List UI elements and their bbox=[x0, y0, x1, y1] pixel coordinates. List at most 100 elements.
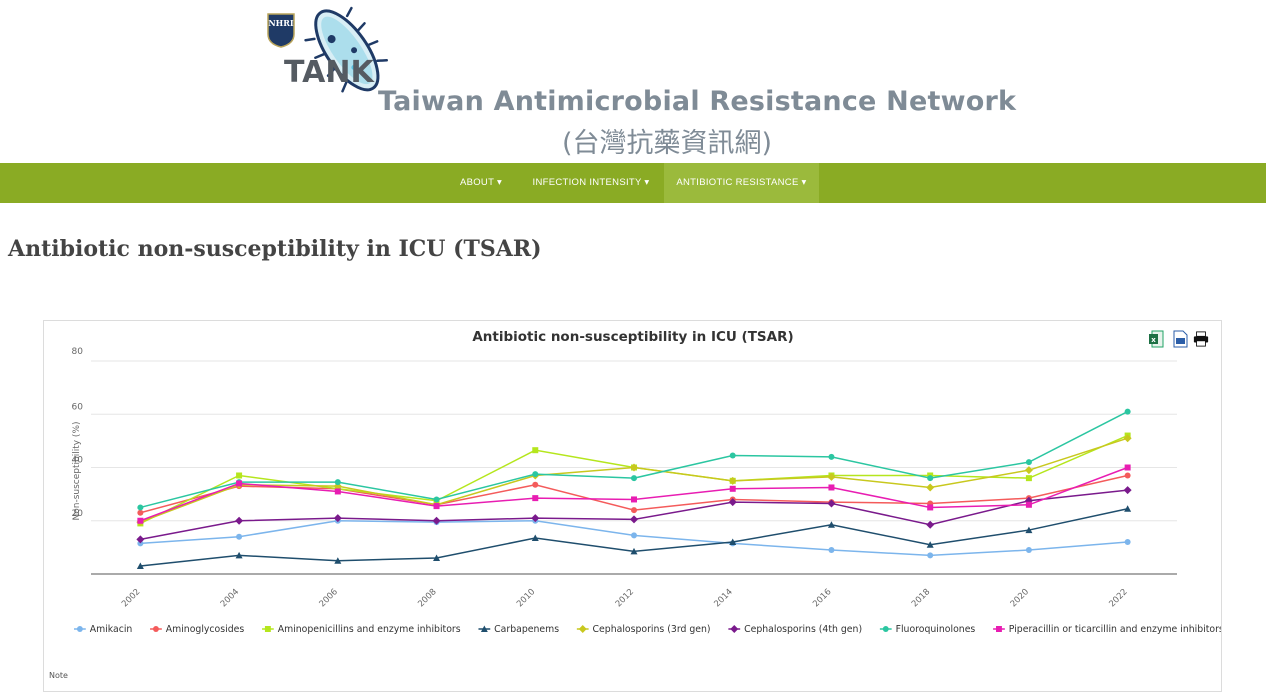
legend-label: Carbapenems bbox=[494, 624, 559, 635]
data-point bbox=[236, 533, 243, 540]
x-tick-label: 2016 bbox=[811, 587, 833, 609]
x-tick-label: 2008 bbox=[416, 587, 438, 609]
main-nav: ABOUT ▾ INFECTION INTENSITY ▾ ANTIBIOTIC… bbox=[0, 163, 1266, 203]
data-point bbox=[1124, 505, 1132, 512]
site-header: NHRI TANK Taiwan Antimicrobial Resistanc… bbox=[0, 0, 1266, 163]
series-group bbox=[137, 517, 1131, 559]
data-point bbox=[730, 625, 739, 633]
nav-about[interactable]: ABOUT ▾ bbox=[459, 177, 503, 188]
data-point bbox=[882, 626, 889, 632]
legend-item[interactable]: Aminoglycosides bbox=[150, 624, 244, 635]
line-chart: Antibiotic non-susceptibility in ICU (TS… bbox=[49, 329, 1221, 680]
nav-antibiotic-resistance[interactable]: ANTIBIOTIC RESISTANCE ▾ bbox=[664, 163, 819, 203]
series-group bbox=[137, 408, 1131, 511]
y-tick-label: 40 bbox=[72, 456, 84, 466]
data-point bbox=[236, 480, 243, 487]
data-point bbox=[631, 507, 637, 514]
data-point bbox=[532, 471, 539, 478]
svg-text:x: x bbox=[1151, 336, 1156, 344]
tank-logo-icon[interactable]: TANK bbox=[280, 2, 410, 112]
nhri-logo-text: NHRI bbox=[268, 18, 294, 28]
data-point bbox=[926, 520, 935, 529]
data-point bbox=[1025, 547, 1032, 554]
data-point bbox=[828, 453, 835, 460]
print-icon[interactable] bbox=[1193, 330, 1209, 348]
data-point bbox=[728, 476, 737, 485]
data-point bbox=[631, 496, 637, 503]
legend-label: Cephalosporins (4th gen) bbox=[744, 624, 862, 635]
data-point bbox=[433, 554, 441, 562]
data-point bbox=[578, 625, 587, 633]
legend-item[interactable]: Cephalosporins (3rd gen) bbox=[576, 624, 711, 635]
legend-item[interactable]: Piperacillin or ticarcillin and enzyme i… bbox=[993, 624, 1221, 635]
legend-label: Piperacillin or ticarcillin and enzyme i… bbox=[1009, 624, 1221, 635]
data-point bbox=[153, 626, 159, 632]
data-point bbox=[236, 472, 243, 479]
nhri-logo-icon[interactable]: NHRI bbox=[266, 12, 296, 48]
data-point bbox=[433, 503, 440, 510]
data-point bbox=[334, 479, 341, 486]
data-point bbox=[1025, 475, 1032, 482]
data-point bbox=[137, 509, 144, 516]
data-point bbox=[728, 498, 737, 507]
data-point bbox=[531, 514, 540, 523]
data-point bbox=[1124, 464, 1131, 471]
data-point bbox=[630, 463, 638, 472]
data-point bbox=[927, 552, 934, 559]
data-point bbox=[828, 547, 835, 554]
legend-item[interactable]: Carbapenems bbox=[478, 624, 559, 635]
data-point bbox=[532, 447, 539, 454]
series-group bbox=[137, 464, 1131, 524]
legend-label: Fluoroquinolones bbox=[896, 624, 976, 635]
data-point bbox=[480, 625, 488, 632]
data-point bbox=[334, 488, 341, 495]
image-export-icon[interactable] bbox=[1172, 330, 1188, 348]
data-point bbox=[630, 515, 638, 524]
data-point bbox=[927, 504, 934, 511]
series-line bbox=[140, 410, 1128, 509]
data-point bbox=[531, 534, 539, 542]
y-axis-label: Non-susceptibility (%) bbox=[72, 421, 82, 520]
y-tick-label: 20 bbox=[72, 509, 84, 519]
data-point bbox=[1124, 539, 1131, 546]
x-tick-label: 2002 bbox=[120, 587, 142, 609]
legend-label: Aminopenicillins and enzyme inhibitors bbox=[278, 624, 461, 635]
data-point bbox=[1024, 466, 1033, 475]
series-group bbox=[136, 486, 1132, 544]
data-point bbox=[926, 483, 935, 492]
x-tick-label: 2010 bbox=[515, 587, 537, 609]
data-point bbox=[828, 484, 835, 491]
x-tick-label: 2012 bbox=[614, 587, 636, 609]
x-tick-label: 2022 bbox=[1107, 587, 1129, 609]
data-point bbox=[827, 499, 836, 508]
page-title: Antibiotic non-susceptibility in ICU (TS… bbox=[8, 236, 542, 262]
data-point bbox=[1025, 501, 1032, 508]
data-point bbox=[631, 475, 637, 482]
x-tick-label: 2014 bbox=[712, 587, 734, 609]
excel-export-icon[interactable]: x bbox=[1148, 330, 1164, 348]
x-tick-label: 2004 bbox=[219, 587, 241, 609]
data-point bbox=[729, 485, 736, 492]
data-point bbox=[532, 481, 539, 488]
legend-label: Cephalosporins (3rd gen) bbox=[593, 624, 711, 635]
site-title-zh: (台灣抗藥資訊網) bbox=[562, 128, 773, 159]
legend-item[interactable]: Aminopenicillins and enzyme inhibitors bbox=[261, 624, 461, 635]
data-point bbox=[532, 495, 539, 502]
data-point bbox=[827, 521, 835, 528]
x-tick-label: 2006 bbox=[318, 587, 340, 609]
x-tick-label: 2018 bbox=[910, 587, 932, 609]
legend-item[interactable]: Amikacin bbox=[74, 624, 132, 635]
nav-infection-intensity[interactable]: INFECTION INTENSITY ▾ bbox=[532, 177, 650, 188]
data-point bbox=[1123, 486, 1132, 495]
chart-container: Antibiotic non-susceptibility in ICU (TS… bbox=[43, 320, 1222, 692]
data-point bbox=[433, 496, 440, 503]
data-point bbox=[926, 541, 934, 548]
data-point bbox=[137, 517, 144, 524]
data-point bbox=[827, 472, 836, 481]
legend-item[interactable]: Fluoroquinolones bbox=[879, 624, 976, 635]
data-point bbox=[235, 516, 244, 525]
legend-label: Aminoglycosides bbox=[166, 624, 245, 635]
legend-item[interactable]: Cephalosporins (4th gen) bbox=[728, 624, 862, 635]
data-point bbox=[631, 532, 637, 539]
data-point bbox=[136, 562, 144, 570]
